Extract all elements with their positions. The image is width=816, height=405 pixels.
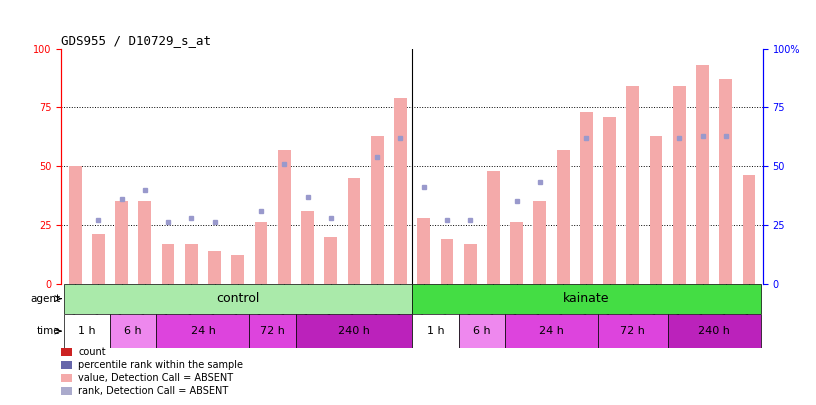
Text: 72 h: 72 h bbox=[260, 326, 285, 336]
Bar bbox=[370, 136, 384, 284]
Text: percentile rank within the sample: percentile rank within the sample bbox=[78, 360, 243, 370]
Bar bbox=[417, 218, 430, 284]
Bar bbox=[115, 201, 128, 284]
Bar bbox=[505, 314, 598, 348]
Bar bbox=[557, 149, 570, 284]
Bar bbox=[650, 136, 663, 284]
Bar bbox=[162, 243, 175, 284]
Bar bbox=[296, 314, 412, 348]
Bar bbox=[510, 222, 523, 284]
Text: agent: agent bbox=[31, 294, 60, 304]
Bar bbox=[603, 117, 616, 284]
Text: rank, Detection Call = ABSENT: rank, Detection Call = ABSENT bbox=[78, 386, 228, 396]
Bar bbox=[394, 98, 407, 284]
Text: 24 h: 24 h bbox=[190, 326, 215, 336]
Bar bbox=[69, 166, 82, 284]
Text: 6 h: 6 h bbox=[473, 326, 490, 336]
Bar bbox=[157, 314, 250, 348]
Text: 6 h: 6 h bbox=[124, 326, 142, 336]
Text: count: count bbox=[78, 347, 106, 357]
Bar bbox=[348, 178, 361, 284]
Text: 24 h: 24 h bbox=[539, 326, 564, 336]
Bar bbox=[463, 243, 477, 284]
Bar bbox=[459, 314, 505, 348]
Bar bbox=[412, 314, 459, 348]
Bar bbox=[64, 284, 412, 314]
Bar bbox=[324, 237, 337, 284]
Text: GDS955 / D10729_s_at: GDS955 / D10729_s_at bbox=[61, 34, 211, 47]
Bar bbox=[667, 314, 761, 348]
Bar bbox=[208, 251, 221, 284]
Bar bbox=[580, 112, 592, 284]
Bar bbox=[627, 86, 639, 284]
Bar bbox=[92, 234, 104, 284]
Text: control: control bbox=[216, 292, 259, 305]
Text: 240 h: 240 h bbox=[338, 326, 370, 336]
Bar bbox=[139, 201, 151, 284]
Text: 1 h: 1 h bbox=[78, 326, 95, 336]
Bar bbox=[412, 284, 761, 314]
Bar bbox=[487, 171, 499, 284]
Bar bbox=[673, 86, 685, 284]
Bar bbox=[64, 314, 110, 348]
Bar bbox=[110, 314, 157, 348]
Bar bbox=[743, 175, 756, 284]
Text: kainate: kainate bbox=[563, 292, 610, 305]
Bar bbox=[232, 255, 244, 284]
Bar bbox=[185, 243, 197, 284]
Text: time: time bbox=[37, 326, 60, 336]
Text: value, Detection Call = ABSENT: value, Detection Call = ABSENT bbox=[78, 373, 233, 383]
Text: 72 h: 72 h bbox=[620, 326, 645, 336]
Bar bbox=[534, 201, 546, 284]
Text: 240 h: 240 h bbox=[698, 326, 730, 336]
Bar bbox=[441, 239, 454, 284]
Bar bbox=[301, 211, 314, 284]
Bar bbox=[250, 314, 296, 348]
Bar bbox=[598, 314, 667, 348]
Bar bbox=[696, 65, 709, 283]
Bar bbox=[255, 222, 268, 284]
Bar bbox=[278, 149, 290, 284]
Bar bbox=[720, 79, 732, 283]
Text: 1 h: 1 h bbox=[427, 326, 444, 336]
